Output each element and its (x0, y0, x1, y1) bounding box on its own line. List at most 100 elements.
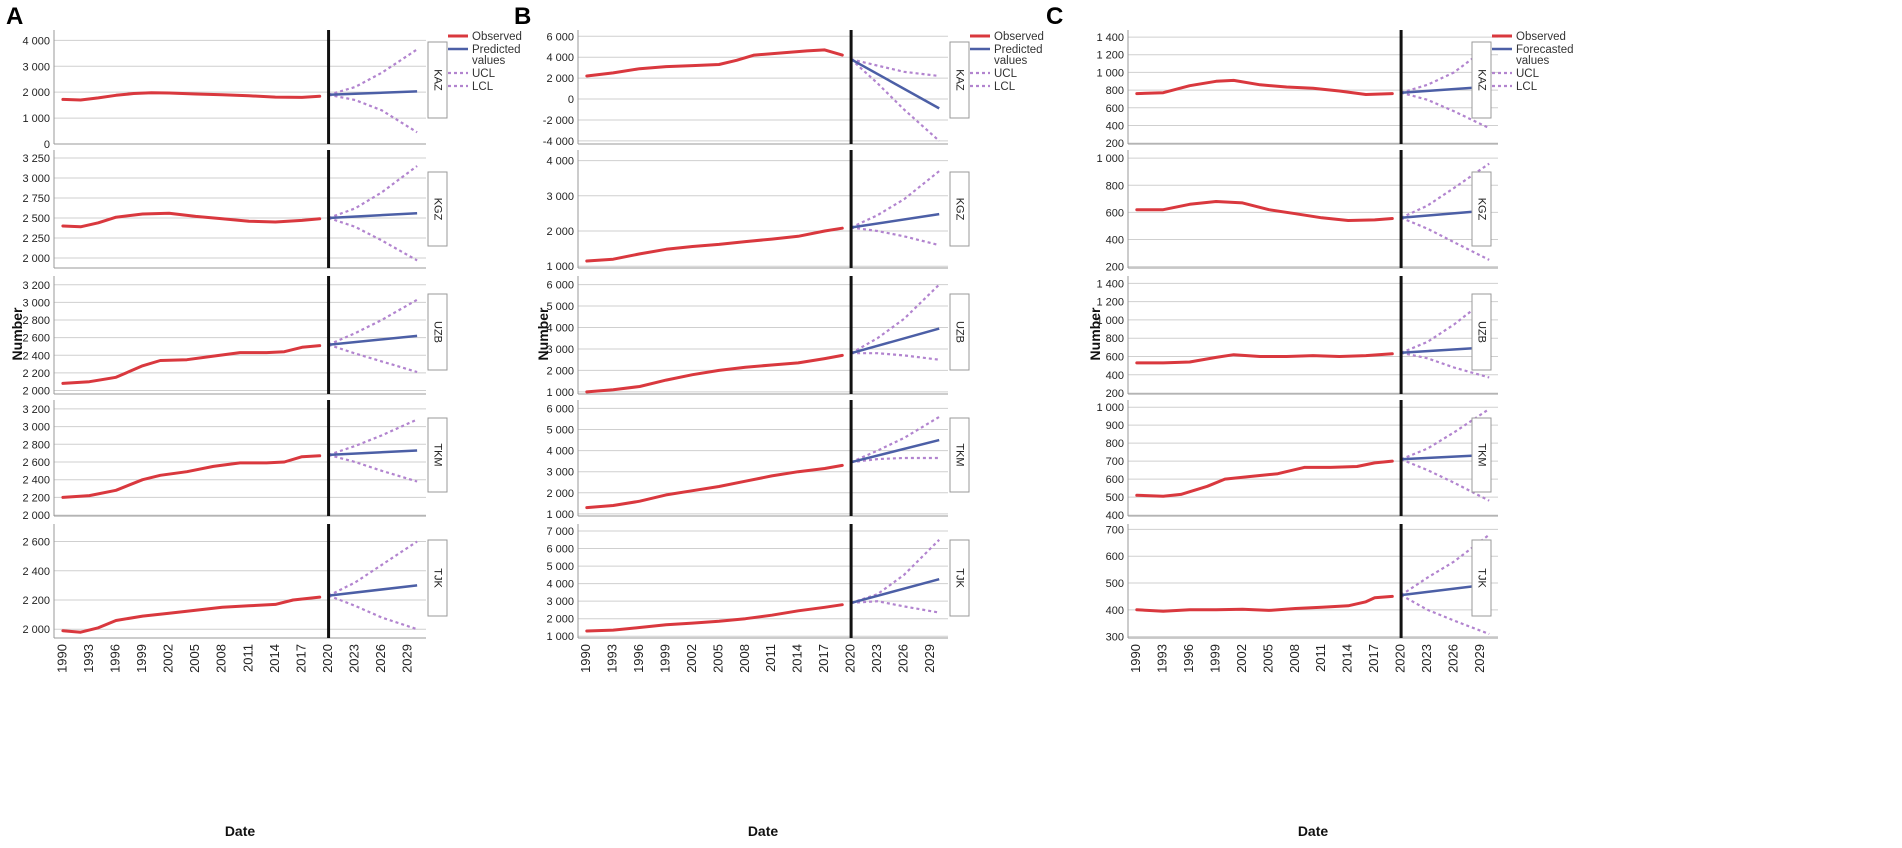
x-tick-label: 1999 (134, 644, 149, 673)
y-tick-label: 1 000 (1096, 67, 1124, 79)
strip-label: TKM (432, 443, 444, 466)
y-axis-label: Number (9, 307, 25, 360)
strip-label: KAZ (432, 69, 444, 91)
x-tick-label: 2008 (1287, 644, 1302, 673)
ucl-line (328, 298, 418, 346)
y-tick-label: 1 000 (1096, 153, 1124, 165)
ucl-line (328, 48, 418, 96)
legend-label: Observed (472, 31, 522, 43)
x-tick-label: 2008 (737, 644, 752, 673)
y-tick-label: 1 000 (546, 261, 574, 273)
observed-line (61, 91, 322, 102)
predicted-line (850, 577, 940, 605)
y-tick-label: 4 000 (546, 579, 574, 591)
observed-line (61, 595, 322, 634)
y-tick-label: 1 000 (546, 387, 574, 399)
x-tick-label: 2002 (684, 644, 699, 673)
lcl-line (851, 352, 940, 361)
y-axis-label: Number (535, 307, 551, 360)
predicted-line (328, 584, 418, 597)
legend-label: UCL (994, 68, 1018, 80)
observed-line (585, 603, 844, 633)
y-tick-label: 400 (1106, 235, 1124, 247)
y-tick-label: 600 (1106, 351, 1124, 363)
strip-box (427, 41, 448, 119)
ucl-line (850, 415, 940, 464)
y-tick-label: 2 250 (22, 233, 50, 245)
strip-box (427, 539, 448, 617)
subplot-uzb: 2 000 2 200 2 400 2 600 2 800 3 000 3 200 UZB (22, 276, 448, 397)
x-tick-label: 2002 (161, 644, 176, 673)
y-tick-label: 200 (1106, 138, 1124, 150)
y-tick-label: 2 200 (22, 492, 50, 504)
y-tick-label: 2 000 (546, 614, 574, 626)
y-tick-label: 6 000 (546, 31, 574, 43)
lcl-line (328, 216, 418, 262)
y-tick-label: 2 400 (22, 475, 50, 487)
x-tick-label: 2017 (293, 644, 308, 673)
strip-label: TJK (954, 568, 966, 588)
subplot-kaz: 200 400 600 800 1 000 1 200 1 400 KAZ (1096, 30, 1498, 150)
y-tick-label: 3 000 (546, 191, 574, 203)
strip-label: UZB (954, 321, 966, 343)
observed-line (585, 48, 844, 78)
x-tick-label: 2011 (763, 644, 778, 672)
y-tick-label: 4 000 (546, 156, 574, 168)
x-tick-label: 1993 (605, 644, 620, 673)
y-tick-label: 800 (1106, 333, 1124, 345)
y-tick-label: 6 000 (546, 544, 574, 556)
x-axis-label: Date (1298, 823, 1329, 839)
strip-box (1471, 171, 1492, 247)
observed-line (1135, 459, 1394, 498)
strip-box (427, 417, 448, 493)
strip-label: KGZ (432, 198, 444, 221)
strip-box (949, 417, 970, 493)
x-tick-label: 2026 (373, 644, 388, 673)
y-tick-label: 1 000 (1096, 315, 1124, 327)
observed-line (585, 226, 844, 263)
strip-label: KGZ (954, 198, 966, 221)
y-tick-label: 600 (1106, 103, 1124, 115)
strip-label: KAZ (1476, 69, 1488, 91)
legend-label: Forecasted values (1516, 44, 1574, 67)
lcl-line (850, 226, 940, 247)
y-tick-label: 3 000 (22, 297, 50, 309)
x-axis-label: Date (748, 823, 779, 839)
y-tick-label: 500 (1106, 492, 1124, 504)
y-tick-label: 400 (1106, 605, 1124, 617)
y-tick-label: 4 000 (546, 322, 574, 334)
y-tick-label: 3 000 (546, 467, 574, 479)
y-tick-label: 2 600 (22, 457, 50, 469)
y-tick-label: 4 000 (546, 446, 574, 458)
x-tick-label: 2005 (1260, 644, 1275, 673)
ucl-line (850, 283, 940, 355)
y-tick-label: 1 400 (1096, 32, 1124, 44)
y-tick-label: 2 400 (22, 350, 50, 362)
y-tick-label: 2 000 (546, 365, 574, 377)
strip-box (427, 171, 448, 247)
x-tick-label: 2026 (895, 644, 910, 673)
observed-line (1135, 200, 1394, 222)
x-tick-label: 2020 (1393, 644, 1408, 673)
y-tick-label: 1 200 (1096, 50, 1124, 62)
strip-label: KGZ (1476, 198, 1488, 221)
strip-box (1471, 41, 1492, 119)
x-tick-label: 2014 (267, 644, 282, 673)
ucl-line (328, 165, 418, 220)
y-tick-label: 1 000 (546, 509, 574, 521)
subplot-kgz: 2 000 2 250 2 500 2 750 3 000 3 250 KGZ (22, 150, 448, 269)
y-tick-label: 3 250 (22, 153, 50, 165)
x-tick-label: 2005 (710, 644, 725, 673)
subplot-uzb: 1 000 2 000 3 000 4 000 5 000 6 000 UZB (546, 276, 970, 399)
lcl-line (328, 93, 418, 134)
y-tick-label: 2 800 (22, 439, 50, 451)
panel-letter: A (6, 3, 23, 30)
ucl-line (328, 540, 418, 597)
x-tick-label: 1993 (1155, 644, 1170, 673)
y-tick-label: -2 000 (543, 115, 574, 127)
subplot-uzb: 200 400 600 800 1 000 1 200 1 400 UZB (1096, 276, 1498, 400)
x-tick-label: 1999 (658, 644, 673, 673)
y-tick-label: 7 000 (546, 526, 574, 538)
y-tick-label: 2 000 (22, 253, 50, 265)
